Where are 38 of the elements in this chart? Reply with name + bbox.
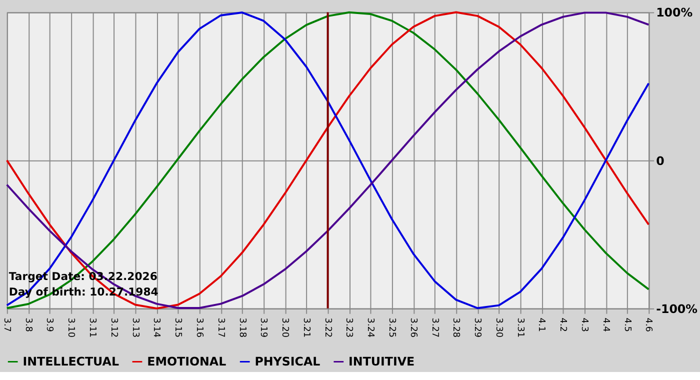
- x-tick-label: 3.15: [172, 318, 183, 338]
- x-tick-label: 3.18: [236, 318, 247, 338]
- x-tick-label: 4.4: [600, 318, 610, 332]
- x-tick-label: 4.1: [536, 318, 546, 332]
- x-tick-label: 3.25: [386, 318, 396, 338]
- y-tick-label: -100%: [656, 302, 698, 316]
- x-tick-label: 3.19: [258, 318, 268, 338]
- x-tick-label: 3.8: [22, 318, 33, 332]
- x-tick-label: 3.21: [300, 318, 311, 338]
- x-tick-label: 4.5: [622, 318, 632, 332]
- x-tick-label: 3.14: [151, 318, 162, 338]
- x-tick-label: 3.26: [408, 318, 418, 338]
- legend-label: INTELLECTUAL: [22, 354, 120, 369]
- x-tick-label: 3.7: [1, 318, 12, 332]
- x-tick-label: 3.10: [66, 318, 76, 338]
- x-tick-label: 3.12: [108, 318, 118, 338]
- x-tick-label: 4.2: [558, 318, 568, 332]
- x-tick-label: 3.30: [493, 318, 504, 338]
- x-tick-label: 3.16: [194, 318, 204, 338]
- x-tick-label: 3.24: [365, 318, 376, 338]
- legend-label: INTUITIVE: [348, 354, 415, 369]
- x-tick-label: 3.11: [87, 318, 98, 338]
- x-tick-label: 3.20: [280, 318, 290, 338]
- y-tick-label: 100%: [656, 6, 693, 20]
- x-tick-label: 3.17: [215, 318, 226, 338]
- x-tick-label: 3.28: [450, 318, 461, 338]
- x-tick-label: 4.3: [579, 318, 590, 332]
- legend-label: PHYSICAL: [254, 354, 321, 369]
- x-tick-label: 4.6: [643, 318, 654, 332]
- x-tick-label: 3.31: [514, 318, 525, 338]
- y-tick-label: 0: [656, 154, 664, 168]
- legend-label: EMOTIONAL: [147, 354, 227, 369]
- x-tick-label: 3.27: [429, 318, 440, 338]
- x-tick-label: 3.13: [130, 318, 140, 338]
- x-tick-label: 3.29: [472, 318, 482, 338]
- x-tick-label: 3.9: [44, 318, 54, 332]
- x-tick-label: 3.22: [322, 318, 332, 338]
- x-tick-label: 3.23: [344, 318, 354, 338]
